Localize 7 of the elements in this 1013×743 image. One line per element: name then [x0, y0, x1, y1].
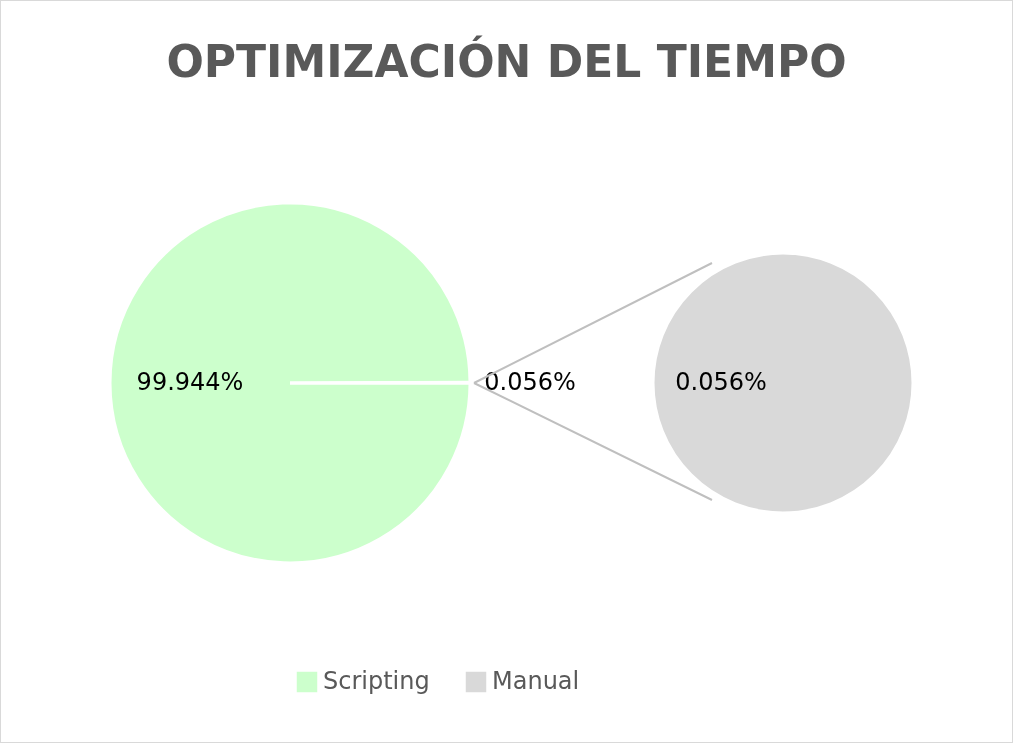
data-label: 0.056%: [675, 368, 767, 396]
chart-title: OPTIMIZACIÓN DEL TIEMPO: [166, 35, 847, 87]
pie-slice: [108, 201, 472, 565]
data-label: 99.944%: [136, 368, 244, 397]
legend-label: Manual: [492, 667, 580, 695]
legend-label: Scripting: [323, 667, 430, 695]
data-label: 0.056%: [484, 368, 576, 397]
